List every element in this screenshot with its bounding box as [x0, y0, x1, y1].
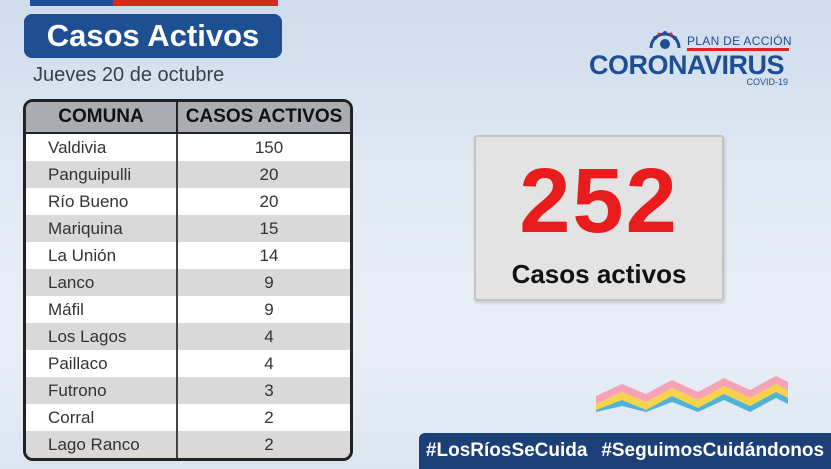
comuna-cell: La Unión	[26, 242, 178, 269]
table-header-row: COMUNA CASOS ACTIVOS	[26, 102, 350, 134]
table-row: Futrono 3	[26, 377, 350, 404]
comuna-cell: Lanco	[26, 269, 178, 296]
hashtag-bar: #LosRíosSeCuida #SeguimosCuidándonos	[419, 433, 831, 469]
hashtag-los-rios: #LosRíosSeCuida	[425, 440, 588, 461]
comuna-cell: Máfil	[26, 296, 178, 323]
cases-table: COMUNA CASOS ACTIVOS Valdivia 150 Panguipu…	[23, 99, 353, 461]
casos-cell: 2	[177, 431, 350, 458]
table-row: Valdivia 150	[26, 133, 350, 161]
logo-plan-text: PLAN DE ACCIÓN	[687, 34, 792, 48]
casos-cell: 3	[177, 377, 350, 404]
flag-strip	[30, 0, 278, 6]
table-row: Lanco 9	[26, 269, 350, 296]
table-row: Panguipulli 20	[26, 161, 350, 188]
coronavirus-logo: PLAN DE ACCIÓN CORONAVIRUS COVID-19	[589, 28, 794, 88]
active-cases-summary: 252 Casos activos	[474, 135, 724, 301]
casos-cell: 2	[177, 404, 350, 431]
active-cases-count: 252	[519, 150, 679, 252]
logo-plan-bar	[687, 48, 789, 51]
casos-cell: 15	[177, 215, 350, 242]
column-header-casos: CASOS ACTIVOS	[177, 102, 350, 134]
comuna-cell: Mariquina	[26, 215, 178, 242]
table-row: La Unión 14	[26, 242, 350, 269]
casos-cell: 4	[177, 323, 350, 350]
active-cases-label: Casos activos	[511, 259, 687, 289]
report-date: Jueves 20 de octubre	[33, 64, 225, 86]
logo-sub-text: COVID-19	[746, 77, 788, 87]
table-row: Máfil 9	[26, 296, 350, 323]
wave-decoration-icon	[596, 376, 788, 412]
comuna-cell: Río Bueno	[26, 188, 178, 215]
comuna-cell: Los Lagos	[26, 323, 178, 350]
page-title: Casos Activos	[24, 14, 282, 58]
casos-cell: 9	[177, 269, 350, 296]
casos-cell: 14	[177, 242, 350, 269]
table-row: Los Lagos 4	[26, 323, 350, 350]
comuna-cell: Lago Ranco	[26, 431, 178, 458]
comuna-cell: Panguipulli	[26, 161, 178, 188]
table-row: Río Bueno 20	[26, 188, 350, 215]
comuna-cell: Futrono	[26, 377, 178, 404]
coronavirus-logo-icon	[649, 31, 681, 49]
logo-main-text: CORONAVIRUS	[589, 50, 785, 80]
column-header-comuna: COMUNA	[26, 102, 178, 134]
comuna-cell: Valdivia	[26, 133, 178, 161]
casos-cell: 20	[177, 161, 350, 188]
hashtag-seguimos: #SeguimosCuidándonos	[601, 440, 825, 461]
casos-cell: 9	[177, 296, 350, 323]
table-row: Paillaco 4	[26, 350, 350, 377]
casos-cell: 4	[177, 350, 350, 377]
table-row: Lago Ranco 2	[26, 431, 350, 458]
table-row: Mariquina 15	[26, 215, 350, 242]
comuna-cell: Paillaco	[26, 350, 178, 377]
comuna-cell: Corral	[26, 404, 178, 431]
casos-cell: 20	[177, 188, 350, 215]
casos-cell: 150	[177, 133, 350, 161]
table-row: Corral 2	[26, 404, 350, 431]
